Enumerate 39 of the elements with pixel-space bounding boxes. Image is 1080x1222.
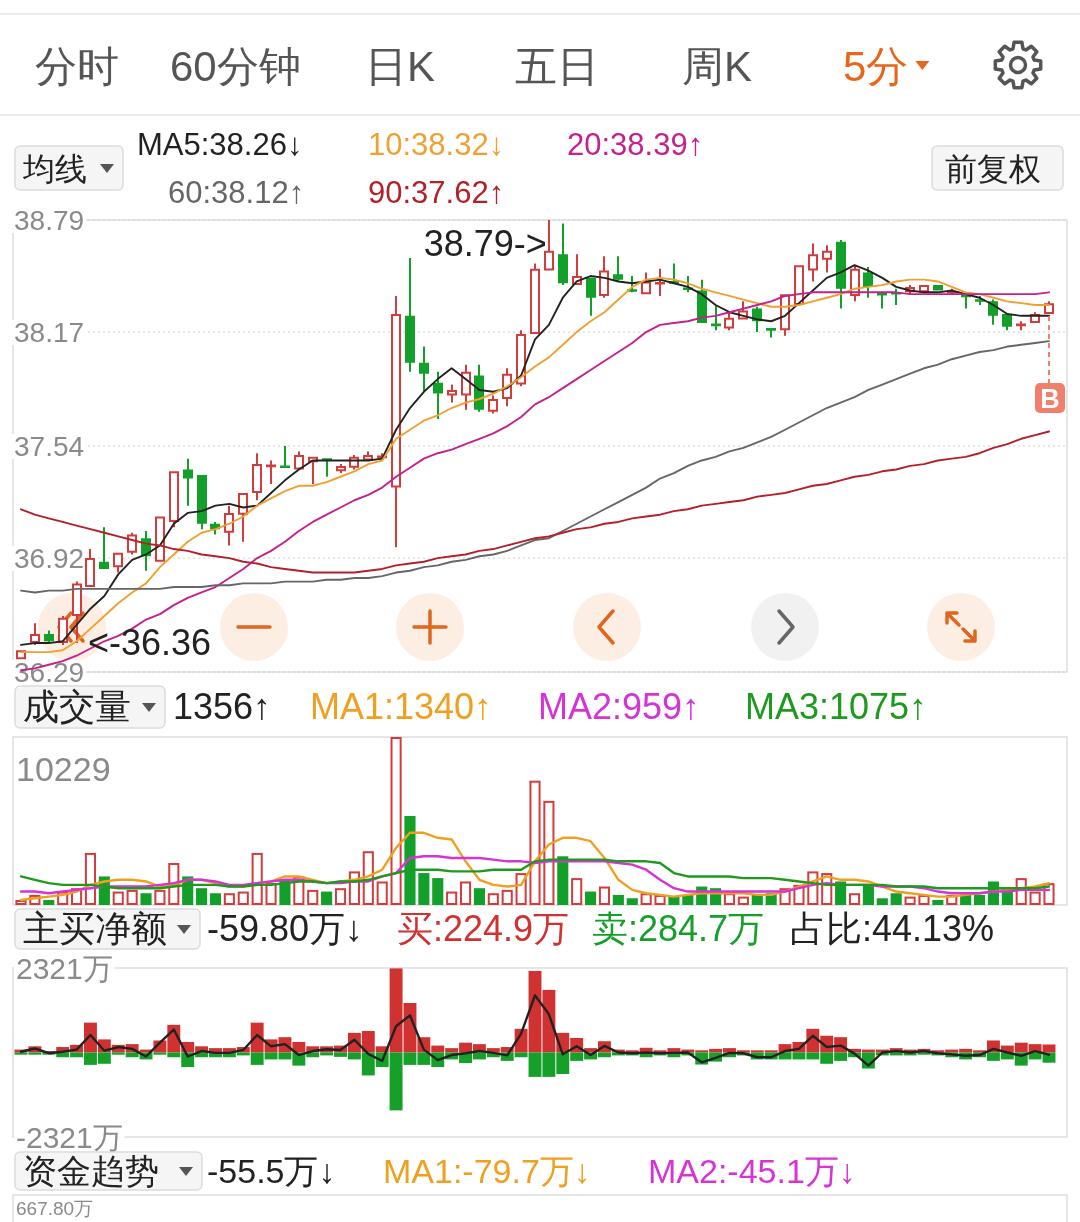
category-label: 分时 <box>35 43 119 90</box>
text: 60:38.12↑ <box>168 175 305 210</box>
category-label: 日K <box>365 43 436 90</box>
legend-title: 资金趋势 <box>23 1152 159 1190</box>
legend-label: MA1:-79.7万↓ <box>383 1152 591 1190</box>
legend-title: 主买净额 <box>23 908 167 949</box>
text: 占比:44.13% <box>790 908 995 949</box>
text: -59.80万↓ <box>207 908 364 949</box>
y-tick-label: 37.54 <box>14 430 85 462</box>
annotation: <-36.36 <box>88 622 212 663</box>
legend-title: 均线 <box>22 151 87 187</box>
category-label: 60分钟 <box>170 43 301 90</box>
y-tick-label: -2321万 <box>16 1120 123 1154</box>
y-tick-label: 38.17 <box>14 316 85 348</box>
series-label: 买:224.9万 <box>397 908 570 949</box>
legend-label: -55.5万↓ <box>207 1152 336 1190</box>
legend-label: MA2:-45.1万↓ <box>648 1152 856 1190</box>
text: MA3:1075↑ <box>745 686 928 727</box>
text: MA5:38.26↓ <box>137 127 303 162</box>
annotation: B <box>1040 384 1060 414</box>
text: MA1:1340↑ <box>310 686 493 727</box>
legend-title: 成交量 <box>23 686 131 727</box>
text: 卖:284.7万 <box>592 908 765 949</box>
y-tick-label: 36.29 <box>14 656 85 688</box>
y-tick-label: 38.79 <box>14 204 85 236</box>
annotation: 38.79-> <box>423 223 547 264</box>
text: 667.80万 <box>16 1198 94 1219</box>
category-label: 周K <box>682 43 753 90</box>
category-label: 五日 <box>515 43 599 90</box>
text: MA2:959↑ <box>538 686 701 727</box>
text: 90:37.62↑ <box>368 175 505 210</box>
text: 前复权 <box>945 151 1041 187</box>
text: 20:38.39↑ <box>567 127 704 162</box>
y-tick-label: 2321万 <box>16 951 113 985</box>
text: 1356↑ <box>173 686 272 727</box>
y-tick-label: 36.92 <box>14 542 85 574</box>
annotation: 10229 <box>16 750 111 788</box>
text: 10:38.32↓ <box>368 127 505 162</box>
category-label: 5分 <box>843 43 909 90</box>
